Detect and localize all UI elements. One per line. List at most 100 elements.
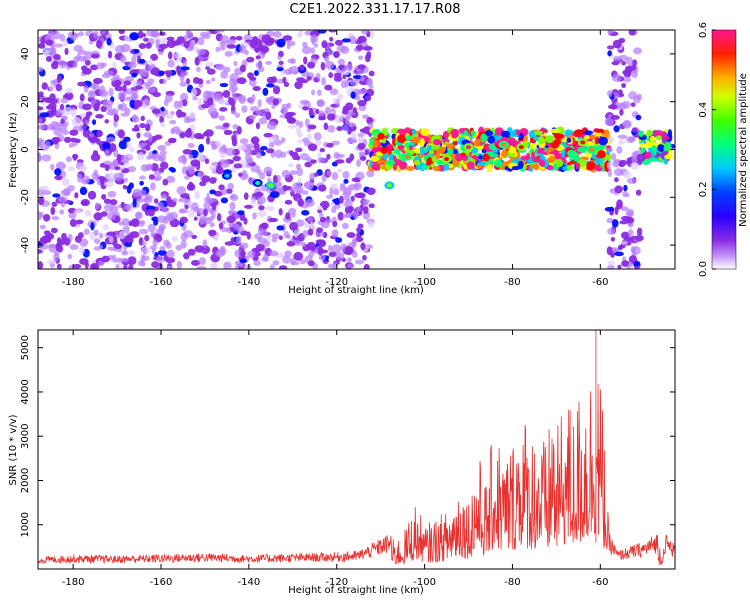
heatmap-cell xyxy=(151,108,161,115)
heatmap-cell xyxy=(301,241,307,247)
heatmap-cell xyxy=(260,45,270,54)
heatmap-cell xyxy=(341,222,349,230)
heatmap-cell xyxy=(566,137,572,143)
heatmap-cell xyxy=(78,31,85,37)
heatmap-cell xyxy=(174,52,181,60)
heatmap-cell xyxy=(622,119,632,129)
heatmap-cell xyxy=(38,42,46,49)
heatmap-cell xyxy=(215,46,221,53)
heatmap-cell xyxy=(655,135,662,141)
heatmap-cell xyxy=(87,134,98,142)
colorbar-axis: 0.0 0.2 0.4 0.6 xyxy=(698,22,716,277)
heatmap-cell xyxy=(128,250,135,256)
snr-chart: -180 -160 -140 -120 -100 -80 -60 1000 2000 3000 40… xyxy=(8,329,676,596)
heatmap-cell xyxy=(81,179,90,185)
heatmap-cell xyxy=(170,110,175,115)
heatmap-cell xyxy=(411,136,421,144)
heatmap-cell xyxy=(51,136,61,143)
heatmap-cell xyxy=(276,225,285,231)
heatmap-cell xyxy=(336,93,344,101)
heatmap-cell xyxy=(306,76,312,81)
heatmap-cell xyxy=(625,210,633,217)
heatmap-cell xyxy=(272,175,278,184)
heatmap-cell xyxy=(646,129,654,137)
heatmap-cell xyxy=(319,147,326,153)
heatmap-cell xyxy=(107,211,117,221)
heatmap-cell xyxy=(79,186,88,196)
heatmap-cell xyxy=(93,238,101,244)
heatmap-cell xyxy=(61,177,70,187)
heatmap-cell xyxy=(144,144,151,151)
heatmap-cell xyxy=(432,138,442,146)
heatmap-cell xyxy=(93,229,99,236)
heatmap-cell xyxy=(618,159,628,166)
x-tick-label: -100 xyxy=(413,277,436,288)
heatmap-cell xyxy=(90,64,99,71)
heatmap-cell xyxy=(133,49,140,54)
heatmap-cell xyxy=(241,105,248,113)
heatmap-cell xyxy=(194,190,200,200)
heatmap-cell xyxy=(611,219,619,228)
heatmap-cell xyxy=(39,185,49,191)
heatmap-cell xyxy=(39,224,46,230)
heatmap-cell xyxy=(96,62,105,70)
heatmap-cell xyxy=(133,99,143,108)
heatmap-cell xyxy=(299,259,306,265)
heatmap-cell xyxy=(606,45,615,50)
heatmap-cell xyxy=(201,175,211,183)
heatmap-cell xyxy=(318,254,326,261)
heatmap-cell xyxy=(288,207,297,215)
heatmap-cell xyxy=(138,228,149,235)
heatmap-cell xyxy=(119,155,130,164)
heatmap-cell xyxy=(466,161,475,170)
heatmap-cell xyxy=(256,200,263,206)
heatmap-cell xyxy=(348,36,358,45)
heatmap-cell xyxy=(335,252,345,261)
heatmap-cell xyxy=(302,230,309,238)
heatmap-cell xyxy=(278,235,283,241)
heatmap-cell xyxy=(610,114,620,120)
heatmap-cell xyxy=(276,67,284,72)
heatmap-cell xyxy=(411,129,417,135)
heatmap-cell xyxy=(420,128,430,136)
heatmap-cell xyxy=(595,145,606,151)
heatmap-cell xyxy=(244,204,254,209)
heatmap-cell xyxy=(323,122,329,131)
heatmap-cell xyxy=(204,61,214,68)
heatmap-cell xyxy=(128,147,136,152)
heatmap-cell xyxy=(422,164,429,170)
colorbar-label: Normalized spectral amplitude xyxy=(738,73,749,227)
heatmap-cell xyxy=(139,123,146,129)
heatmap-cell xyxy=(352,250,358,258)
heatmap-cell xyxy=(77,81,87,87)
heatmap-cell xyxy=(53,252,59,262)
heatmap-cell xyxy=(345,157,352,164)
heatmap-cell xyxy=(358,104,367,112)
heatmap-cell xyxy=(443,130,449,139)
heatmap-cell xyxy=(226,215,236,224)
heatmap-cell xyxy=(278,60,284,65)
heatmap-cell xyxy=(272,85,281,95)
heatmap-cell xyxy=(343,178,349,184)
heatmap-cell xyxy=(96,129,102,138)
heatmap-cell xyxy=(307,61,316,69)
heatmap-cell xyxy=(115,264,120,269)
heatmap-cell xyxy=(636,153,646,163)
heatmap-cell xyxy=(235,235,242,245)
heatmap-cell xyxy=(190,88,197,97)
heatmap-cell xyxy=(276,38,286,48)
heatmap-cell xyxy=(360,242,366,250)
heatmap-cell xyxy=(103,180,114,188)
heatmap-cell xyxy=(362,114,370,120)
heatmap-cell xyxy=(113,79,122,87)
heatmap-cell xyxy=(226,44,237,49)
heatmap-cell xyxy=(279,190,286,195)
heatmap-cell xyxy=(48,102,57,110)
heatmap-cell xyxy=(247,157,254,164)
heatmap-cell xyxy=(227,209,234,215)
heatmap-cell xyxy=(123,265,128,269)
heatmap-cell xyxy=(273,139,283,146)
heatmap-cell xyxy=(265,60,273,65)
heatmap-cell xyxy=(628,30,636,36)
heatmap-cell xyxy=(211,202,217,211)
